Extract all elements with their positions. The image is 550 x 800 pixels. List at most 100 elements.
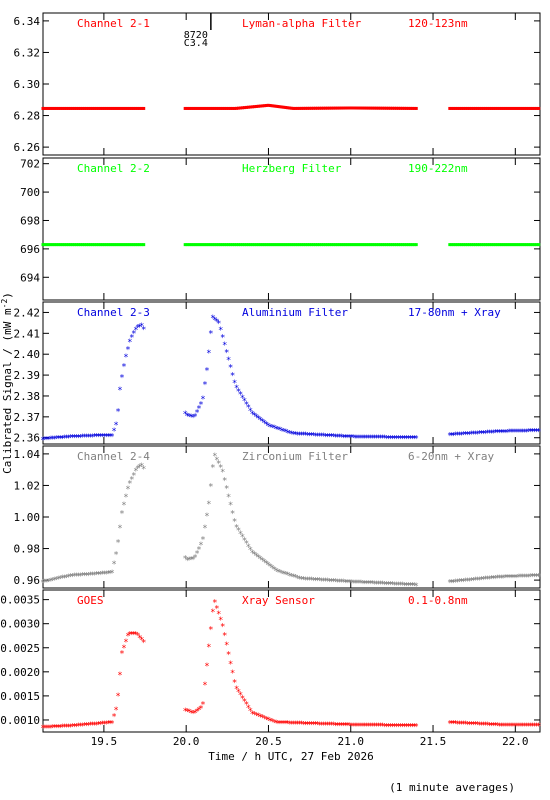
data-point: * xyxy=(321,721,326,731)
data-point: * xyxy=(348,579,353,589)
data-point: * xyxy=(182,410,187,420)
data-point xyxy=(195,106,199,110)
data-point xyxy=(343,243,347,247)
data-point: * xyxy=(188,556,193,566)
data-point: * xyxy=(370,434,375,444)
data-point: * xyxy=(66,434,71,444)
data-point: * xyxy=(240,533,245,543)
data-point xyxy=(365,106,369,110)
data-point: * xyxy=(329,721,334,731)
data-point: * xyxy=(498,574,503,584)
data-point: * xyxy=(139,636,144,646)
data-point: * xyxy=(273,425,278,435)
data-point: * xyxy=(84,571,89,581)
data-point: * xyxy=(508,428,513,438)
panel-frame xyxy=(42,157,541,301)
data-point xyxy=(79,243,83,247)
data-point: * xyxy=(48,577,53,587)
data-point: * xyxy=(489,721,494,731)
data-point: * xyxy=(530,573,535,583)
data-point xyxy=(69,243,73,247)
data-point: * xyxy=(113,550,118,560)
data-point xyxy=(519,243,523,247)
data-point: * xyxy=(250,710,255,720)
data-point xyxy=(468,106,472,110)
data-point: * xyxy=(329,433,334,443)
data-point xyxy=(304,243,308,247)
data-point: * xyxy=(289,430,294,440)
data-point xyxy=(493,106,497,110)
data-point xyxy=(511,106,515,110)
data-point: * xyxy=(141,326,146,336)
data-point: * xyxy=(530,428,535,438)
y-tick-label: 1.00 xyxy=(14,511,41,524)
data-point xyxy=(351,243,355,247)
data-point: * xyxy=(412,723,417,733)
data-point: * xyxy=(512,573,517,583)
data-point xyxy=(252,105,256,109)
data-point xyxy=(84,243,88,247)
data-point: * xyxy=(246,404,251,414)
data-point: * xyxy=(516,428,521,438)
data-point xyxy=(483,106,487,110)
data-point xyxy=(367,243,371,247)
data-point xyxy=(112,106,116,110)
data-point xyxy=(398,243,402,247)
data-point: * xyxy=(52,576,57,586)
data-point: * xyxy=(536,427,541,437)
data-point xyxy=(491,106,495,110)
data-point: * xyxy=(301,720,306,730)
data-point: * xyxy=(471,576,476,586)
data-point: * xyxy=(342,578,347,588)
data-point: * xyxy=(461,720,466,730)
data-point: * xyxy=(287,572,292,582)
data-point xyxy=(373,243,377,247)
data-point: * xyxy=(512,722,517,732)
x-tick-label: 21.0 xyxy=(337,735,364,748)
data-point: * xyxy=(121,363,126,373)
data-point xyxy=(292,243,296,247)
panel-channel-label: Channel 2-1 xyxy=(77,17,150,30)
data-point: * xyxy=(390,434,395,444)
data-point: * xyxy=(362,434,367,444)
data-point: * xyxy=(382,434,387,444)
data-point xyxy=(116,106,120,110)
data-point: * xyxy=(333,578,338,588)
data-point: * xyxy=(56,435,61,445)
data-point xyxy=(529,243,533,247)
data-point xyxy=(235,106,239,110)
data-point: * xyxy=(287,720,292,730)
data-point: * xyxy=(354,434,359,444)
data-point: * xyxy=(44,578,49,588)
data-point xyxy=(231,106,235,110)
data-point xyxy=(191,243,195,247)
data-point: * xyxy=(337,578,342,588)
data-point xyxy=(294,243,298,247)
data-point: * xyxy=(40,579,45,589)
data-point xyxy=(41,106,45,110)
data-point xyxy=(209,106,213,110)
data-point: * xyxy=(352,579,357,589)
data-point: * xyxy=(404,723,409,733)
y-tick-label: 2.36 xyxy=(14,432,41,445)
panel-channel-label: Channel 2-4 xyxy=(77,450,150,463)
data-point xyxy=(393,106,397,110)
data-point: * xyxy=(309,432,314,442)
data-point xyxy=(339,243,343,247)
data-point xyxy=(513,106,517,110)
data-point: * xyxy=(234,685,239,695)
data-point xyxy=(357,243,361,247)
data-point: * xyxy=(184,708,189,718)
data-point: * xyxy=(291,573,296,583)
y-tick-label: 0.0010 xyxy=(0,714,40,727)
data-point: * xyxy=(307,720,312,730)
data-point: * xyxy=(131,471,136,481)
data-point: * xyxy=(485,575,490,585)
data-point xyxy=(237,106,241,110)
data-point: * xyxy=(64,434,69,444)
data-point: * xyxy=(459,431,464,441)
data-point xyxy=(485,106,489,110)
data-point: * xyxy=(228,660,233,670)
data-point: * xyxy=(500,428,505,438)
data-point xyxy=(327,243,331,247)
